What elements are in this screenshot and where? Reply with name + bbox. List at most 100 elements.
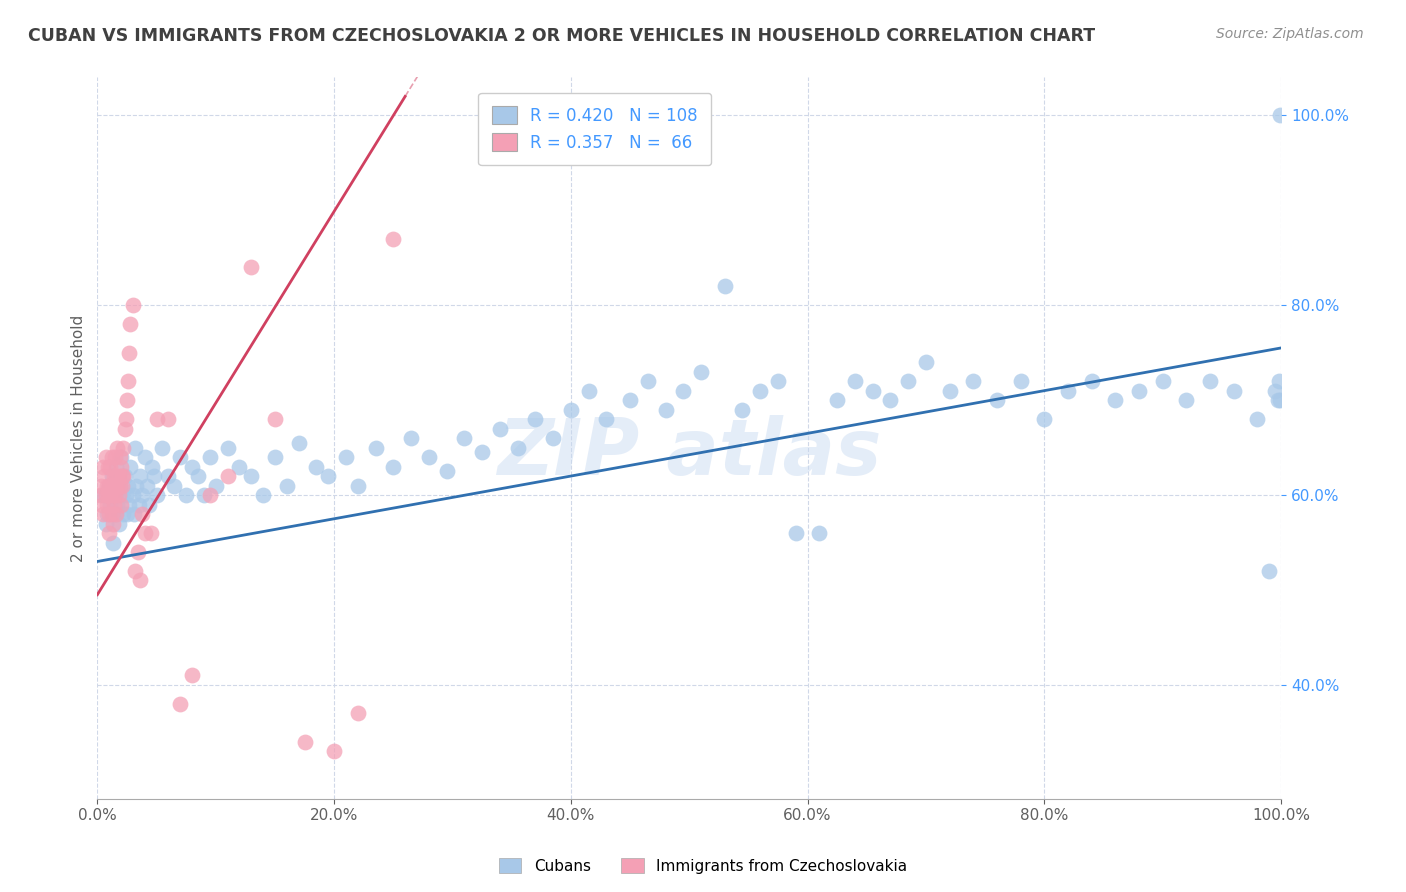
Point (1175, 393, 1198, 408)
Point (93, 469, 115, 483)
Point (128, 498, 150, 512)
Point (879, 393, 901, 408)
Text: ZIP atlas: ZIP atlas (498, 415, 882, 491)
Point (104, 478, 127, 492)
Point (174, 488, 197, 502)
Point (145, 412, 167, 426)
Point (114, 422, 136, 436)
Point (115, 393, 138, 408)
Text: Source: ZipAtlas.com: Source: ZipAtlas.com (1216, 27, 1364, 41)
Point (114, 488, 136, 502)
Point (157, 412, 180, 426)
Point (125, 478, 148, 492)
Point (436, 464, 458, 478)
Point (1033, 412, 1056, 426)
Point (118, 345, 141, 359)
Point (98, 507, 121, 521)
Point (103, 498, 125, 512)
Point (104, 488, 127, 502)
Point (105, 459, 128, 474)
Point (129, 574, 152, 588)
Point (120, 459, 142, 474)
Point (100, 478, 122, 492)
Point (1264, 384, 1286, 398)
Point (108, 478, 131, 492)
Point (97, 488, 120, 502)
Point (117, 478, 139, 492)
Point (114, 469, 136, 483)
Point (654, 402, 676, 417)
Point (110, 498, 132, 512)
Point (112, 441, 135, 455)
Point (471, 445, 494, 459)
Point (129, 469, 152, 483)
Point (91, 459, 114, 474)
Point (228, 459, 250, 474)
Point (181, 668, 204, 682)
Point (1268, 108, 1291, 122)
Point (115, 507, 138, 521)
Point (488, 422, 510, 436)
Point (103, 488, 125, 502)
Point (382, 459, 405, 474)
Point (90, 478, 112, 492)
Point (193, 488, 215, 502)
Point (107, 469, 129, 483)
Point (100, 488, 122, 502)
Point (323, 744, 346, 758)
Point (152, 441, 174, 455)
Point (264, 412, 287, 426)
Point (138, 498, 160, 512)
Point (595, 412, 617, 426)
Point (98, 526, 121, 541)
Legend: R = 0.420   N = 108, R = 0.357   N =  66: R = 0.420 N = 108, R = 0.357 N = 66 (478, 93, 711, 165)
Point (111, 478, 134, 492)
Point (1057, 384, 1080, 398)
Point (1152, 374, 1174, 388)
Point (100, 450, 122, 464)
Point (145, 488, 167, 502)
Point (157, 469, 180, 483)
Point (690, 365, 713, 379)
Point (382, 232, 405, 246)
Point (163, 478, 186, 492)
Point (962, 374, 984, 388)
Point (127, 545, 149, 559)
Point (305, 459, 328, 474)
Point (713, 279, 735, 293)
Point (335, 450, 357, 464)
Point (120, 317, 142, 331)
Point (364, 441, 387, 455)
Point (637, 374, 659, 388)
Point (346, 478, 368, 492)
Point (112, 469, 135, 483)
Point (418, 450, 440, 464)
Point (524, 412, 547, 426)
Point (1222, 384, 1244, 398)
Point (96, 478, 118, 492)
Point (264, 450, 287, 464)
Point (104, 450, 127, 464)
Point (104, 478, 127, 492)
Point (94, 516, 117, 531)
Point (98, 478, 121, 492)
Point (346, 706, 368, 721)
Point (204, 478, 226, 492)
Point (252, 488, 274, 502)
Point (453, 431, 475, 445)
Point (100, 507, 122, 521)
Point (938, 384, 960, 398)
Point (103, 469, 125, 483)
Point (111, 488, 134, 502)
Point (1080, 374, 1102, 388)
Text: CUBAN VS IMMIGRANTS FROM CZECHOSLOVAKIA 2 OR MORE VEHICLES IN HOUSEHOLD CORRELAT: CUBAN VS IMMIGRANTS FROM CZECHOSLOVAKIA … (28, 27, 1095, 45)
Point (198, 450, 221, 464)
Point (240, 260, 263, 275)
Point (731, 402, 754, 417)
Point (808, 526, 831, 541)
Point (114, 412, 136, 426)
Point (104, 507, 127, 521)
Point (560, 402, 582, 417)
Point (187, 469, 209, 483)
Point (97, 459, 120, 474)
